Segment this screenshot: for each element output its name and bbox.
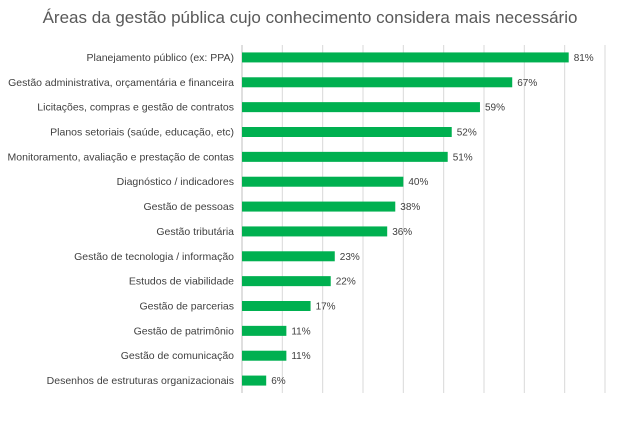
category-label: Gestão de patrimônio [134,325,235,337]
category-label: Estudos de viabilidade [129,276,234,288]
category-label: Gestão administrativa, orçamentária e fi… [8,77,234,89]
bar [242,325,287,336]
bar [242,301,311,311]
bar [242,176,404,187]
category-label: Planos setoriais (saúde, educação, etc) [50,127,234,139]
data-label: 59% [485,103,505,114]
bar [242,52,569,63]
category-label: Gestão de comunicação [121,350,234,362]
data-label: 67% [517,78,537,89]
bar [242,251,335,262]
category-label: Diagnóstico / indicadores [117,176,234,188]
category-label: Licitações, compras e gestão de contrato… [37,102,234,114]
data-label: 52% [457,128,477,139]
data-label: 11% [291,351,310,362]
data-label: 51% [453,152,473,163]
bar [242,375,267,386]
category-label: Planejamento público (ex: PPA) [87,52,234,64]
bar [242,151,448,162]
category-label: Gestão de parcerias [139,301,234,313]
data-label: 36% [392,227,412,238]
category-label: Desenhos de estruturas organizacionais [47,375,234,387]
category-label: Monitoramento, avaliação e prestação de … [8,151,234,163]
bar [242,226,388,237]
data-label: 6% [271,376,286,387]
data-label: 81% [574,53,594,64]
bar [242,350,287,361]
bar [242,276,331,287]
data-label: 40% [408,177,428,188]
data-label: 17% [316,302,336,313]
bar [242,201,396,212]
data-label: 38% [400,202,420,213]
chart-title: Áreas da gestão pública cujo conheciment… [42,8,578,27]
data-label: 23% [340,252,360,263]
category-label: Gestão de tecnologia / informação [74,251,234,263]
category-label: Gestão tributária [156,226,234,238]
category-label: Gestão de pessoas [144,201,234,213]
data-label: 11% [291,326,310,337]
bar [242,127,452,137]
bar [242,102,480,113]
bar [242,77,513,88]
data-label: 22% [336,277,356,288]
